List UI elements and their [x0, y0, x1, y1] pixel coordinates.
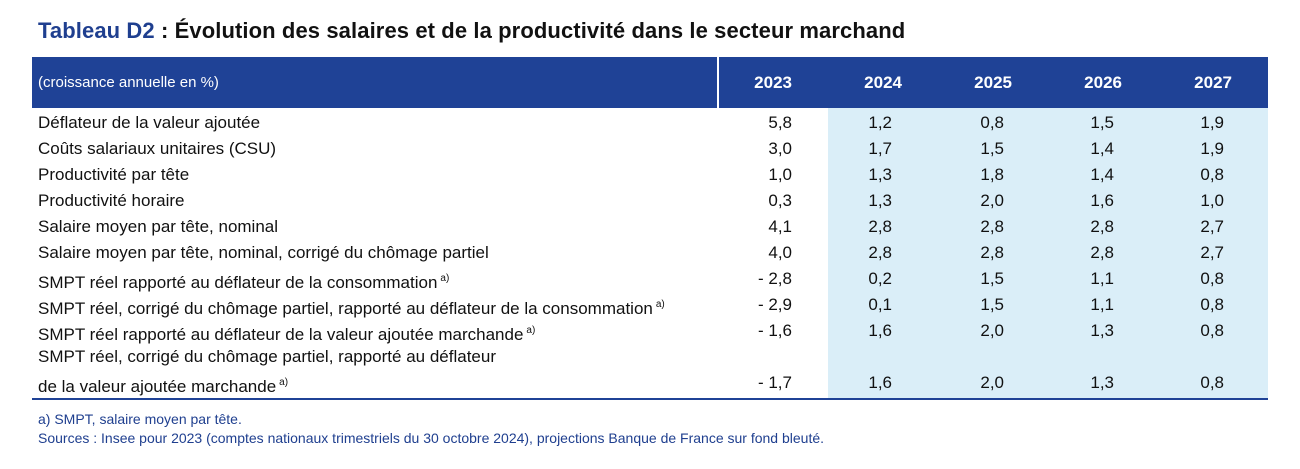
year-header: 2025 — [974, 73, 1012, 92]
table-row: Salaire moyen par tête, nominal 4,1 2,8 … — [32, 214, 1268, 240]
row-label: SMPT réel rapporté au déflateur de la va… — [38, 318, 535, 348]
year-header: 2024 — [864, 73, 902, 92]
cell-value: 2,8 — [1090, 243, 1114, 262]
cell-value: - 2,8 — [757, 269, 792, 288]
row-label-text: SMPT réel, corrigé du chômage partiel, r… — [38, 299, 653, 318]
cell-value: 2,0 — [980, 321, 1004, 340]
cell-value: 1,8 — [980, 165, 1004, 184]
footnote-ref: a) — [279, 377, 289, 388]
cell-value: 2,0 — [980, 191, 1004, 210]
cell-value: - 2,9 — [757, 295, 792, 314]
cell-value: 1,6 — [868, 321, 892, 340]
cell-value: 2,8 — [868, 243, 892, 262]
projection-shading — [828, 108, 1268, 399]
table-row: SMPT réel, corrigé du chômage partiel, r… — [32, 344, 1268, 396]
footnote: a) SMPT, salaire moyen par tête. — [38, 411, 242, 427]
cell-value: 1,7 — [868, 139, 892, 158]
cell-value: 0,2 — [868, 269, 892, 288]
table-row: SMPT réel rapporté au déflateur de la va… — [32, 318, 1268, 344]
cell-value: 0,8 — [1200, 373, 1224, 392]
row-label-line2: de la valeur ajoutée marchande — [38, 377, 277, 396]
cell-value: 1,3 — [868, 191, 892, 210]
row-label: Salaire moyen par tête, nominal, corrigé… — [38, 243, 489, 262]
cell-value: 1,5 — [980, 139, 1004, 158]
cell-value: 0,3 — [768, 191, 792, 210]
cell-value: 1,5 — [980, 295, 1004, 314]
row-label: Coûts salariaux unitaires (CSU) — [38, 139, 277, 158]
cell-value: 1,6 — [868, 373, 892, 392]
row-label-text: SMPT réel rapporté au déflateur de la va… — [38, 325, 524, 344]
table-row: Salaire moyen par tête, nominal, corrigé… — [32, 240, 1268, 266]
row-label: SMPT réel, corrigé du chômage partiel, r… — [38, 292, 665, 322]
row-label-line1: SMPT réel, corrigé du chômage partiel, r… — [38, 347, 496, 366]
row-label-text: SMPT réel rapporté au déflateur de la co… — [38, 273, 438, 292]
cell-value: - 1,6 — [757, 321, 792, 340]
cell-value: 0,8 — [1200, 165, 1224, 184]
table-row: Productivité par tête 1,0 1,3 1,8 1,4 0,… — [32, 162, 1268, 188]
cell-value: 1,1 — [1090, 295, 1114, 314]
table-row: Déflateur de la valeur ajoutée 5,8 1,2 0… — [32, 110, 1268, 136]
row-label: SMPT réel rapporté au déflateur de la co… — [38, 266, 449, 296]
cell-value: 1,0 — [1200, 191, 1224, 210]
cell-value: 1,1 — [1090, 269, 1114, 288]
cell-value: 2,8 — [980, 217, 1004, 236]
sources: Sources : Insee pour 2023 (comptes natio… — [38, 430, 825, 446]
page-title: Tableau D2 : Évolution des salaires et d… — [38, 18, 905, 44]
cell-value: 2,7 — [1200, 217, 1224, 236]
cell-value: 1,2 — [868, 113, 892, 132]
cell-value: 1,6 — [1090, 191, 1114, 210]
header-separator — [717, 57, 719, 108]
table-row: SMPT réel, corrigé du chômage partiel, r… — [32, 292, 1268, 318]
cell-value: 1,5 — [1090, 113, 1114, 132]
cell-value: 0,8 — [980, 113, 1004, 132]
cell-value: 0,8 — [1200, 295, 1224, 314]
cell-value: 3,0 — [768, 139, 792, 158]
cell-value: - 1,7 — [757, 373, 792, 392]
data-table: (croissance annuelle en %) 2023 2024 202… — [32, 57, 1268, 402]
table-number: Tableau D2 — [38, 18, 155, 43]
cell-value: 1,3 — [1090, 373, 1114, 392]
footnote-ref: a) — [526, 325, 536, 336]
cell-value: 1,9 — [1200, 113, 1224, 132]
table-row: SMPT réel rapporté au déflateur de la co… — [32, 266, 1268, 292]
cell-value: 1,5 — [980, 269, 1004, 288]
cell-value: 2,8 — [980, 243, 1004, 262]
cell-value: 4,0 — [768, 243, 792, 262]
cell-value: 0,1 — [868, 295, 892, 314]
cell-value: 0,8 — [1200, 269, 1224, 288]
row-label: Salaire moyen par tête, nominal — [38, 217, 279, 236]
table-row: Productivité horaire 0,3 1,3 2,0 1,6 1,0 — [32, 188, 1268, 214]
cell-value: 2,0 — [980, 373, 1004, 392]
row-label: Déflateur de la valeur ajoutée — [38, 113, 261, 132]
cell-value: 1,4 — [1090, 165, 1114, 184]
cell-value: 0,8 — [1200, 321, 1224, 340]
cell-value: 5,8 — [768, 113, 792, 132]
cell-value: 2,8 — [868, 217, 892, 236]
row-label: Productivité horaire — [38, 191, 185, 210]
cell-value: 1,3 — [1090, 321, 1114, 340]
footnote-ref: a) — [440, 273, 450, 284]
table-header: (croissance annuelle en %) 2023 2024 202… — [32, 57, 1268, 108]
unit-label: (croissance annuelle en %) — [38, 74, 219, 91]
table-row: Coûts salariaux unitaires (CSU) 3,0 1,7 … — [32, 136, 1268, 162]
cell-value: 1,3 — [868, 165, 892, 184]
cell-value: 4,1 — [768, 217, 792, 236]
cell-value: 1,4 — [1090, 139, 1114, 158]
table-bottom-rule — [32, 398, 1268, 400]
cell-value: 1,0 — [768, 165, 792, 184]
row-label: Productivité par tête — [38, 165, 190, 184]
cell-value: 2,7 — [1200, 243, 1224, 262]
footnote-ref: a) — [655, 299, 665, 310]
row-label: SMPT réel, corrigé du chômage partiel, r… — [38, 344, 496, 400]
year-header: 2026 — [1084, 73, 1122, 92]
cell-value: 2,8 — [1090, 217, 1114, 236]
cell-value: 1,9 — [1200, 139, 1224, 158]
table-notes: a) SMPT, salaire moyen par tête. Sources… — [38, 410, 824, 448]
year-header: 2027 — [1194, 73, 1232, 92]
table-title: : Évolution des salaires et de la produc… — [154, 18, 906, 43]
year-header: 2023 — [754, 73, 792, 92]
